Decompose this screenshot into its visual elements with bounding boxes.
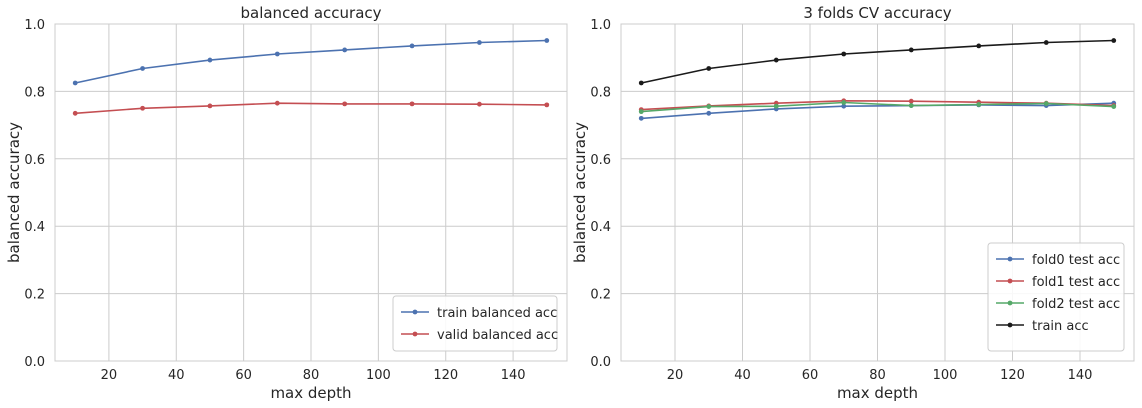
y-tick-label: 0.6: [590, 153, 611, 168]
data-point: [274, 51, 280, 57]
x-tick-label: 80: [303, 368, 320, 383]
x-axis-label: max depth: [270, 384, 351, 402]
data-point: [1111, 38, 1117, 43]
legend-marker: [1007, 256, 1013, 262]
data-point: [207, 103, 213, 109]
data-point: [706, 110, 712, 116]
chart-panel-1: 20 40 60 80 100 120 140 0.0 0.2 0.4 0.6 0.8 1.0 max d…: [5, 4, 568, 402]
data-point: [72, 80, 78, 86]
data-point: [638, 115, 644, 121]
y-tick-label: 0.4: [590, 220, 611, 235]
y-tick-label: 0.0: [590, 355, 611, 370]
data-point: [342, 101, 348, 107]
chart-title: 3 folds CV accuracy: [803, 4, 951, 22]
data-point: [72, 110, 78, 116]
x-tick-label: 100: [366, 368, 391, 383]
series-line: [641, 102, 1114, 120]
data-point: [477, 40, 482, 45]
chart-panel-2: 20 40 60 80 100 120 140 0.0 0.2 0.4 0.6 0.8 1.0 max d…: [571, 4, 1135, 402]
chart-title: balanced accuracy: [240, 4, 381, 22]
y-tick-label: 0.2: [24, 288, 45, 303]
series-line: [75, 102, 547, 115]
series-line: [75, 39, 547, 84]
x-tick-label: 40: [734, 368, 751, 383]
data-point: [773, 57, 779, 63]
y-axis-label: balanced accuracy: [5, 122, 23, 263]
legend-marker: [1007, 300, 1013, 306]
series-line: [641, 39, 1114, 84]
x-tick-label: 100: [933, 368, 958, 383]
x-axis-label: max depth: [837, 384, 918, 402]
x-tick-label: 20: [667, 368, 684, 383]
x-tick-label: 120: [433, 368, 458, 383]
legend-marker: [1007, 322, 1013, 328]
data-point: [477, 101, 482, 107]
x-tick-label: 60: [802, 368, 819, 383]
y-tick-label: 0.8: [24, 85, 45, 100]
legend-label: fold1 test acc: [1032, 275, 1120, 290]
data-point: [841, 103, 847, 109]
data-point: [706, 104, 712, 109]
data-point: [140, 66, 145, 71]
data-point: [1111, 104, 1117, 109]
y-tick-label: 0.2: [590, 288, 611, 303]
data-point: [976, 102, 982, 107]
legend-marker: [412, 309, 418, 315]
legend: [987, 242, 1125, 352]
legend-label: train acc: [1032, 319, 1089, 334]
legend-label: valid balanced acc: [437, 328, 558, 343]
data-point: [342, 47, 348, 53]
data-point: [1043, 101, 1049, 106]
x-tick-label: 40: [168, 368, 185, 383]
y-tick-label: 0.0: [24, 355, 45, 370]
y-tick-label: 0.8: [590, 85, 611, 100]
series-line: [641, 101, 1114, 113]
legend: [392, 295, 558, 352]
data-point: [207, 57, 213, 63]
data-point: [140, 105, 145, 111]
y-tick-label: 1.0: [590, 18, 611, 33]
data-point: [773, 103, 779, 109]
y-axis-label: balanced accuracy: [571, 122, 589, 263]
data-point: [908, 98, 914, 104]
plot-frame: [620, 23, 1135, 362]
data-point: [544, 102, 550, 108]
x-tick-label: 60: [235, 368, 252, 383]
data-point: [638, 80, 644, 86]
legend-label: train balanced acc: [437, 306, 557, 321]
data-point: [409, 101, 415, 107]
x-tick-label: 140: [1068, 368, 1093, 383]
data-point: [1043, 40, 1049, 45]
data-point: [544, 38, 550, 43]
data-point: [638, 109, 644, 115]
data-point: [908, 47, 914, 53]
y-tick-label: 0.4: [24, 220, 45, 235]
y-tick-label: 0.6: [24, 153, 45, 168]
data-point: [409, 43, 415, 49]
legend-marker: [412, 331, 418, 337]
legend-label: fold2 test acc: [1032, 297, 1120, 312]
legend-marker: [1007, 278, 1013, 284]
data-point: [841, 51, 847, 57]
x-tick-label: 120: [1000, 368, 1025, 383]
legend-label: fold0 test acc: [1032, 253, 1120, 268]
data-point: [908, 103, 914, 108]
data-point: [706, 66, 712, 71]
data-point: [976, 43, 982, 49]
data-point: [274, 100, 280, 106]
data-point: [841, 100, 847, 105]
x-tick-label: 140: [501, 368, 526, 383]
plot-frame: [54, 23, 568, 362]
y-tick-label: 1.0: [24, 18, 45, 33]
x-tick-label: 80: [869, 368, 886, 383]
x-tick-label: 20: [101, 368, 118, 383]
